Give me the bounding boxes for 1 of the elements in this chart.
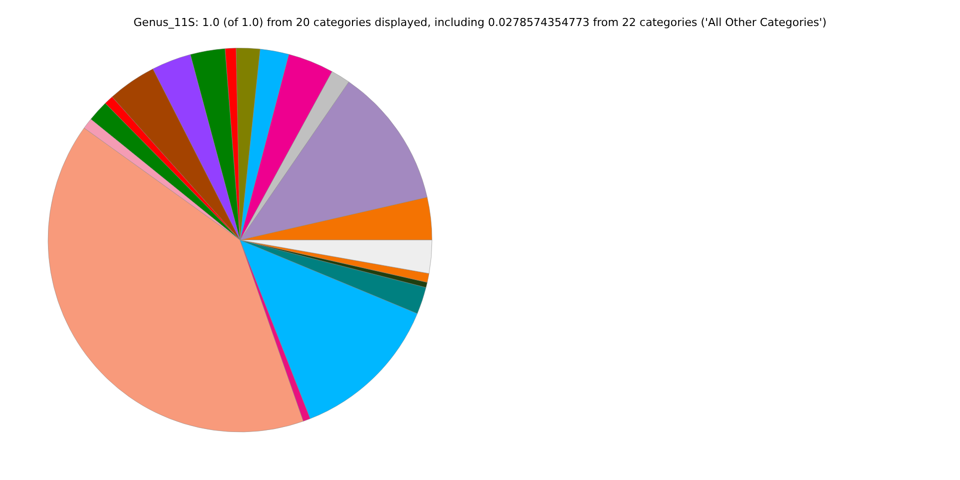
text: Genus_11S: 1.0 (of 1.0) from 20 categories displayed, including 0.0278574354773 from 22 categories ('All Other Categories'): [134, 16, 826, 29]
